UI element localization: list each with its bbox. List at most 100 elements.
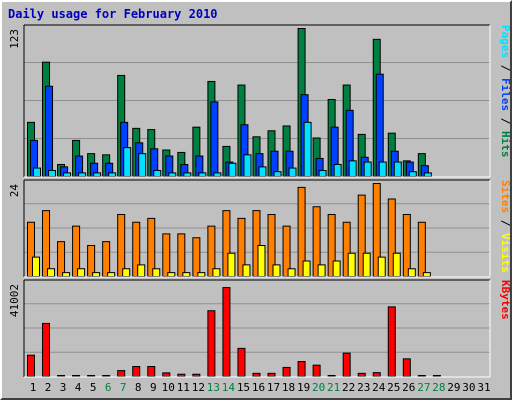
bar-visits-day-11	[182, 272, 191, 277]
x-tick-label-day-5: 5	[90, 381, 97, 394]
bar-visits-day-7	[122, 268, 131, 277]
y-max-label: 41002	[8, 284, 21, 317]
x-tick-label-day-2: 2	[45, 381, 52, 394]
bar-kbytes-day-19	[297, 361, 306, 377]
bar-visits-day-27	[422, 272, 431, 277]
legend-entry: Hits	[499, 131, 510, 158]
bar-kbytes-day-15	[237, 347, 246, 377]
bar-pages-day-27	[423, 172, 432, 177]
x-tick-label-day-22: 22	[342, 381, 355, 394]
bar-kbytes-day-28	[432, 375, 441, 377]
bar-pages-day-13	[213, 172, 222, 177]
x-tick-label-day-6: 6	[105, 381, 112, 394]
bar-pages-day-5	[93, 172, 102, 177]
bar-kbytes-day-24	[372, 372, 381, 378]
x-axis-labels: 1 2 3 4 5 6 7 8 9 10 11 12 13 14 15 16 17 18 19 20 21 22 23 24 2…	[30, 381, 491, 394]
bar-kbytes-day-26	[402, 358, 411, 377]
bar-sites-day-3	[57, 241, 66, 277]
bar-kbytes-day-4	[72, 375, 81, 377]
bar-visits-day-15	[242, 264, 251, 277]
bar-kbytes-day-16	[252, 372, 261, 378]
x-tick-label-day-13: 13	[207, 381, 220, 394]
x-tick-label-day-31: 31	[477, 381, 490, 394]
bar-visits-day-21	[332, 260, 341, 277]
bar-visits-day-17	[272, 264, 281, 277]
bar-sites-day-11	[177, 233, 186, 277]
x-tick-label-day-21: 21	[327, 381, 340, 394]
bar-sites-day-12	[192, 237, 201, 277]
bar-kbytes-day-2	[42, 322, 51, 377]
bar-pages-day-18	[288, 167, 297, 178]
bar-kbytes-day-5	[87, 375, 96, 377]
x-tick-label-day-3: 3	[60, 381, 67, 394]
x-tick-label-day-29: 29	[447, 381, 460, 394]
bar-kbytes-day-22	[342, 352, 351, 377]
bar-pages-day-20	[318, 169, 327, 177]
bar-pages-day-8	[138, 153, 147, 178]
x-tick-label-day-8: 8	[135, 381, 142, 394]
bar-kbytes-day-25	[387, 306, 396, 378]
bar-sites-day-26	[402, 214, 411, 277]
bar-kbytes-day-18	[282, 366, 291, 378]
bar-kbytes-day-27	[417, 375, 426, 377]
bar-visits-day-22	[347, 252, 356, 277]
bar-pages-day-15	[243, 154, 252, 177]
bar-files-day-2	[45, 85, 54, 177]
bar-pages-day-11	[183, 172, 192, 177]
bar-visits-day-14	[227, 252, 236, 277]
bar-pages-day-23	[363, 161, 372, 177]
bar-visits-day-19	[302, 260, 311, 277]
legend-entry: KBytes	[499, 280, 510, 320]
x-tick-label-day-25: 25	[387, 381, 400, 394]
x-tick-label-day-9: 9	[150, 381, 157, 394]
x-tick-label-day-14: 14	[222, 381, 236, 394]
legend-entry: Pages	[499, 25, 510, 58]
legend-entry: Files	[499, 78, 510, 111]
bar-kbytes-day-14	[222, 287, 231, 377]
bar-visits-day-20	[317, 264, 326, 277]
x-tick-label-day-1: 1	[30, 381, 37, 394]
bar-kbytes-day-8	[132, 366, 141, 377]
bar-files-day-24	[375, 73, 384, 177]
bar-pages-day-17	[273, 171, 282, 178]
bar-pages-day-6	[108, 172, 117, 177]
bar-visits-day-5	[92, 272, 101, 277]
bar-visits-day-3	[62, 272, 71, 277]
bar-sites-day-10	[162, 233, 171, 277]
bar-pages-day-19	[303, 121, 312, 178]
bar-pages-day-14	[228, 162, 237, 177]
legend-entry: /	[499, 213, 510, 233]
legend-entry: Visits	[499, 233, 510, 273]
x-tick-label-day-11: 11	[177, 381, 190, 394]
bar-visits-day-13	[212, 268, 221, 277]
panel-bottom: 41002 KBytes	[8, 279, 510, 378]
bar-visits-day-23	[362, 252, 371, 277]
bar-visits-day-26	[407, 268, 416, 277]
bar-kbytes-day-13	[207, 310, 216, 377]
y-max-label: 24	[8, 184, 21, 198]
legend-entry: Sites	[499, 180, 510, 213]
bar-sites-day-9	[147, 217, 156, 277]
bar-kbytes-day-11	[177, 373, 186, 377]
x-tick-label-day-7: 7	[120, 381, 127, 394]
legend-entry: /	[499, 111, 510, 131]
bar-visits-day-2	[47, 268, 56, 277]
x-tick-label-day-27: 27	[417, 381, 430, 394]
panel-middle: 24 Sites / Visits	[8, 179, 510, 278]
bar-sites-day-5	[87, 245, 96, 277]
y-max-label: 123	[8, 29, 21, 49]
legend-middle: Sites / Visits	[499, 180, 510, 273]
bar-visits-day-10	[167, 272, 176, 277]
x-tick-label-day-30: 30	[462, 381, 475, 394]
bar-pages-day-25	[393, 161, 402, 177]
bar-kbytes-day-9	[147, 366, 156, 377]
bar-kbytes-day-1	[27, 354, 35, 377]
bar-sites-day-27	[417, 221, 426, 277]
panel-top: 123 Pages / Files / Hits	[8, 24, 510, 178]
x-tick-label-day-24: 24	[372, 381, 386, 394]
bar-visits-day-18	[287, 268, 296, 277]
bar-visits-day-24	[377, 256, 386, 277]
bar-pages-day-4	[78, 172, 87, 177]
